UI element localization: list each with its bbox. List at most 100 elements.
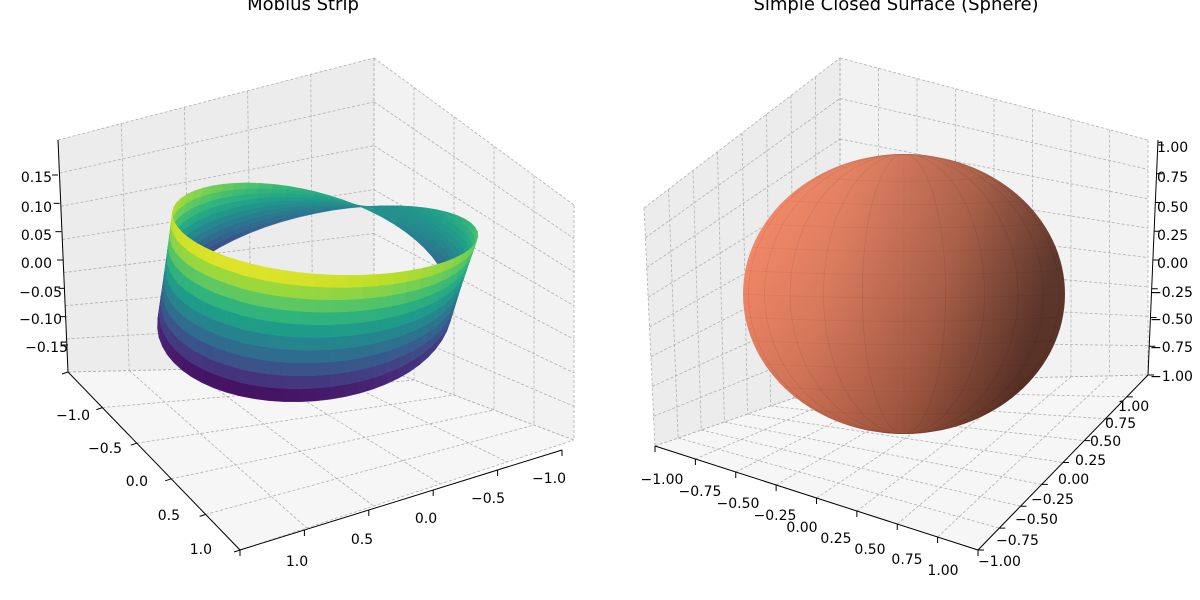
mobius-surface-patch bbox=[330, 299, 348, 313]
mobius-x-tick: 0.0 bbox=[415, 511, 437, 527]
sphere-left-gridline bbox=[646, 138, 841, 268]
mobius-z-tick: −0.05 bbox=[19, 285, 62, 301]
sphere-latitude-line bbox=[745, 270, 1063, 276]
sphere-longitude-line bbox=[861, 154, 947, 434]
mobius-surface-patch bbox=[268, 347, 285, 363]
sphere-z-ticks: 1.00 0.75 0.50 0.25 0.00 −0.25 −0.50 −0.… bbox=[1150, 140, 1193, 385]
sphere-longitude-line bbox=[789, 154, 1019, 434]
mobius-surface-patch bbox=[283, 296, 300, 312]
mobius-surface-patch bbox=[345, 345, 362, 361]
mobius-surface-patch bbox=[243, 187, 259, 195]
mobius-y-ticks: −1.0 −0.5 0.0 0.5 1.0 bbox=[56, 408, 212, 558]
mobius-surface-patch bbox=[362, 274, 380, 288]
mobius-surface-patch bbox=[330, 372, 346, 388]
sphere-latitude-line bbox=[783, 200, 1025, 206]
sphere-floor-gridline bbox=[816, 378, 995, 499]
mobius-floor-gridline bbox=[171, 409, 495, 480]
mobius-surface-patch bbox=[257, 187, 273, 194]
mobius-right-gridline bbox=[373, 101, 575, 239]
mobius-surface-patch bbox=[330, 287, 348, 301]
sphere-latitude-line bbox=[783, 386, 1025, 392]
mobius-surface-patch bbox=[283, 375, 300, 390]
sphere-x-tick: 0.00 bbox=[786, 520, 817, 536]
mobius-surface-patch bbox=[283, 335, 300, 351]
sphere-latitude-line bbox=[743, 293, 1065, 299]
mobius-surface-patch bbox=[330, 311, 347, 325]
mobius-surface-patch bbox=[253, 344, 270, 362]
mobius-surface-patch bbox=[299, 362, 316, 377]
sphere-y-tick: −1.00 bbox=[978, 554, 1021, 570]
sphere-latitude-line bbox=[752, 340, 1056, 346]
sphere-right-gridline bbox=[839, 98, 1149, 170]
mobius-y-tick: −0.5 bbox=[88, 441, 122, 457]
sphere-y-tick: 0.50 bbox=[1090, 434, 1121, 450]
sphere-y-tick: 0.00 bbox=[1058, 472, 1089, 488]
sphere-x-ticks: −1.00 −0.75 −0.50 −0.25 0.00 0.25 0.50 0… bbox=[641, 472, 959, 579]
mobius-surface-patch bbox=[299, 323, 316, 338]
mobius-surface-patch bbox=[299, 388, 316, 403]
mobius-surface-patch bbox=[253, 358, 270, 375]
mobius-surface-patch bbox=[255, 192, 272, 199]
mobius-surface-patch bbox=[377, 283, 394, 298]
mobius-left-gridline bbox=[59, 101, 375, 174]
mobius-surface-patch bbox=[330, 347, 347, 363]
sphere-y-tick: 1.00 bbox=[1118, 399, 1149, 415]
sphere-plot: Simple Closed Surface (Sphere) 1.00 0.75… bbox=[641, 0, 1193, 579]
mobius-floor-pane bbox=[68, 365, 574, 550]
mobius-surface-patch bbox=[268, 373, 285, 389]
mobius-surface-patch bbox=[268, 360, 285, 376]
mobius-floor-gridline bbox=[205, 424, 535, 515]
sphere-title: Simple Closed Surface (Sphere) bbox=[753, 0, 1038, 15]
mobius-surface-patch bbox=[270, 192, 286, 198]
sphere-y-ticks: −1.00 −0.75 −0.50 −0.25 0.00 0.25 0.50 0… bbox=[978, 399, 1149, 570]
mobius-surface-patch bbox=[314, 361, 331, 376]
mobius-surface-patch bbox=[283, 362, 300, 377]
mobius-surface-patch bbox=[330, 274, 348, 288]
mobius-x-tick: −0.5 bbox=[471, 491, 505, 507]
sphere-surface bbox=[743, 154, 1065, 434]
mobius-floor-gridline bbox=[239, 439, 575, 551]
mobius-surface-patch bbox=[314, 386, 331, 402]
mobius-left-gridline bbox=[63, 233, 375, 273]
mobius-surface-patch bbox=[361, 296, 378, 311]
mobius-surface-patch bbox=[330, 323, 347, 338]
mobius-right-gridline bbox=[373, 145, 575, 273]
mobius-x-ticks: 1.0 0.5 0.0 −0.5 −1.0 bbox=[286, 471, 566, 570]
sphere-floor-gridline bbox=[654, 381, 841, 447]
sphere-x-tick: 0.50 bbox=[854, 542, 885, 558]
sphere-longitude-line bbox=[823, 154, 985, 434]
sphere-right-gridline bbox=[839, 138, 1149, 200]
mobius-surface-patch bbox=[346, 286, 364, 300]
sphere-x-tick: −0.50 bbox=[717, 496, 760, 512]
sphere-left-gridline bbox=[668, 189, 679, 439]
mobius-surface-patch bbox=[314, 336, 331, 351]
sphere-longitude-line bbox=[823, 154, 985, 434]
mobius-y-tickmark bbox=[233, 549, 241, 553]
sphere-z-tick: 0.00 bbox=[1157, 256, 1188, 272]
sphere-left-gridline bbox=[692, 170, 702, 431]
mobius-surface-patch bbox=[283, 309, 300, 325]
mobius-surface-patch bbox=[268, 333, 285, 350]
mobius-floor-gridline bbox=[373, 364, 575, 441]
mobius-floor-gridline bbox=[128, 370, 308, 529]
sphere-latitude-line bbox=[764, 223, 1044, 229]
mobius-surface-patch bbox=[268, 387, 285, 402]
sphere-y-tick: −0.75 bbox=[996, 533, 1039, 549]
mobius-surface-patch bbox=[377, 272, 395, 287]
sphere-x-tick: 1.00 bbox=[927, 563, 958, 579]
mobius-z-tick: −0.15 bbox=[25, 340, 68, 356]
sphere-latitude-line bbox=[814, 410, 994, 416]
mobius-surface-patch bbox=[298, 298, 316, 313]
sphere-z-tick: −1.00 bbox=[1150, 369, 1193, 385]
sphere-y-tick: −0.25 bbox=[1031, 492, 1074, 508]
sphere-z-tick: 0.50 bbox=[1157, 200, 1188, 216]
sphere-longitude-line bbox=[764, 154, 1044, 434]
sphere-z-tick: −0.50 bbox=[1150, 312, 1193, 328]
mobius-left-gridline bbox=[60, 145, 375, 207]
mobius-surface-patch bbox=[329, 384, 346, 400]
sphere-latitude-line bbox=[814, 176, 994, 182]
mobius-y-tick: 1.0 bbox=[190, 542, 212, 558]
mobius-z-tick: −0.10 bbox=[19, 312, 62, 328]
mobius-surface-patch bbox=[298, 311, 316, 326]
